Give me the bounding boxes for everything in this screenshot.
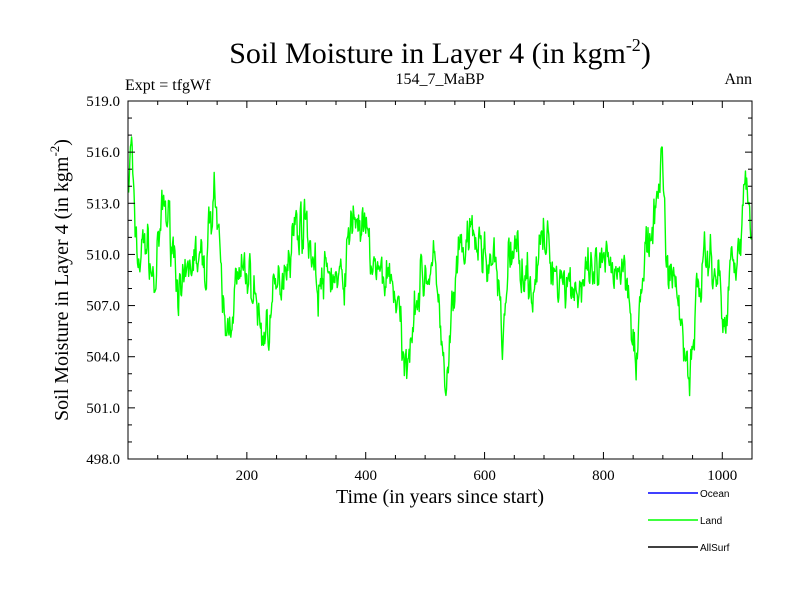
season-label: Ann [724,71,752,88]
legend-label-allsurf: AllSurf [700,543,730,554]
y-tick-label: 510.0 [86,247,120,263]
plot-frame [127,100,753,460]
y-axis-label-main: Soil Moisture in Layer 4 (in kgm [51,156,73,421]
legend-label-land: Land [700,516,722,527]
y-tick-label: 501.0 [86,401,120,417]
x-tick-label: 400 [354,468,377,484]
x-tick-label: 600 [473,468,496,484]
x-axis-label: Time (in years since start) [336,486,544,508]
chart-title-sup: -2 [626,35,641,55]
y-axis-label: Soil Moisture in Layer 4 (in kgm-2) [47,139,73,421]
x-tick-label: 200 [236,468,259,484]
chart-title: Soil Moisture in Layer 4 (in kgm-2) [229,35,651,70]
legend: Ocean Land AllSurf [648,489,730,554]
chart-title-close: ) [641,37,651,70]
y-tick-label: 513.0 [86,196,120,212]
y-axis-label-close: ) [51,139,73,146]
series-layer [128,136,752,397]
period-label: 154_7_MaBP [396,71,485,88]
chart-title-main: Soil Moisture in Layer 4 (in kgm [229,37,626,70]
y-tick-label: 519.0 [86,94,120,110]
y-tick-label: 516.0 [86,145,120,161]
series-line-land [128,136,752,397]
x-tick-label: 1000 [707,468,737,484]
y-tick-label: 504.0 [86,350,120,366]
y-tick-label: 507.0 [86,299,120,315]
x-tick-label: 800 [592,468,615,484]
expt-label: Expt = tfgWf [125,77,211,94]
legend-label-ocean: Ocean [700,489,729,500]
y-tick-label: 498.0 [86,452,120,468]
ticks-layer: 498.0 501.0 504.0 507.0 510.0 513.0 516.0 519.0… [86,94,752,484]
y-axis-label-sup: -2 [47,146,62,157]
